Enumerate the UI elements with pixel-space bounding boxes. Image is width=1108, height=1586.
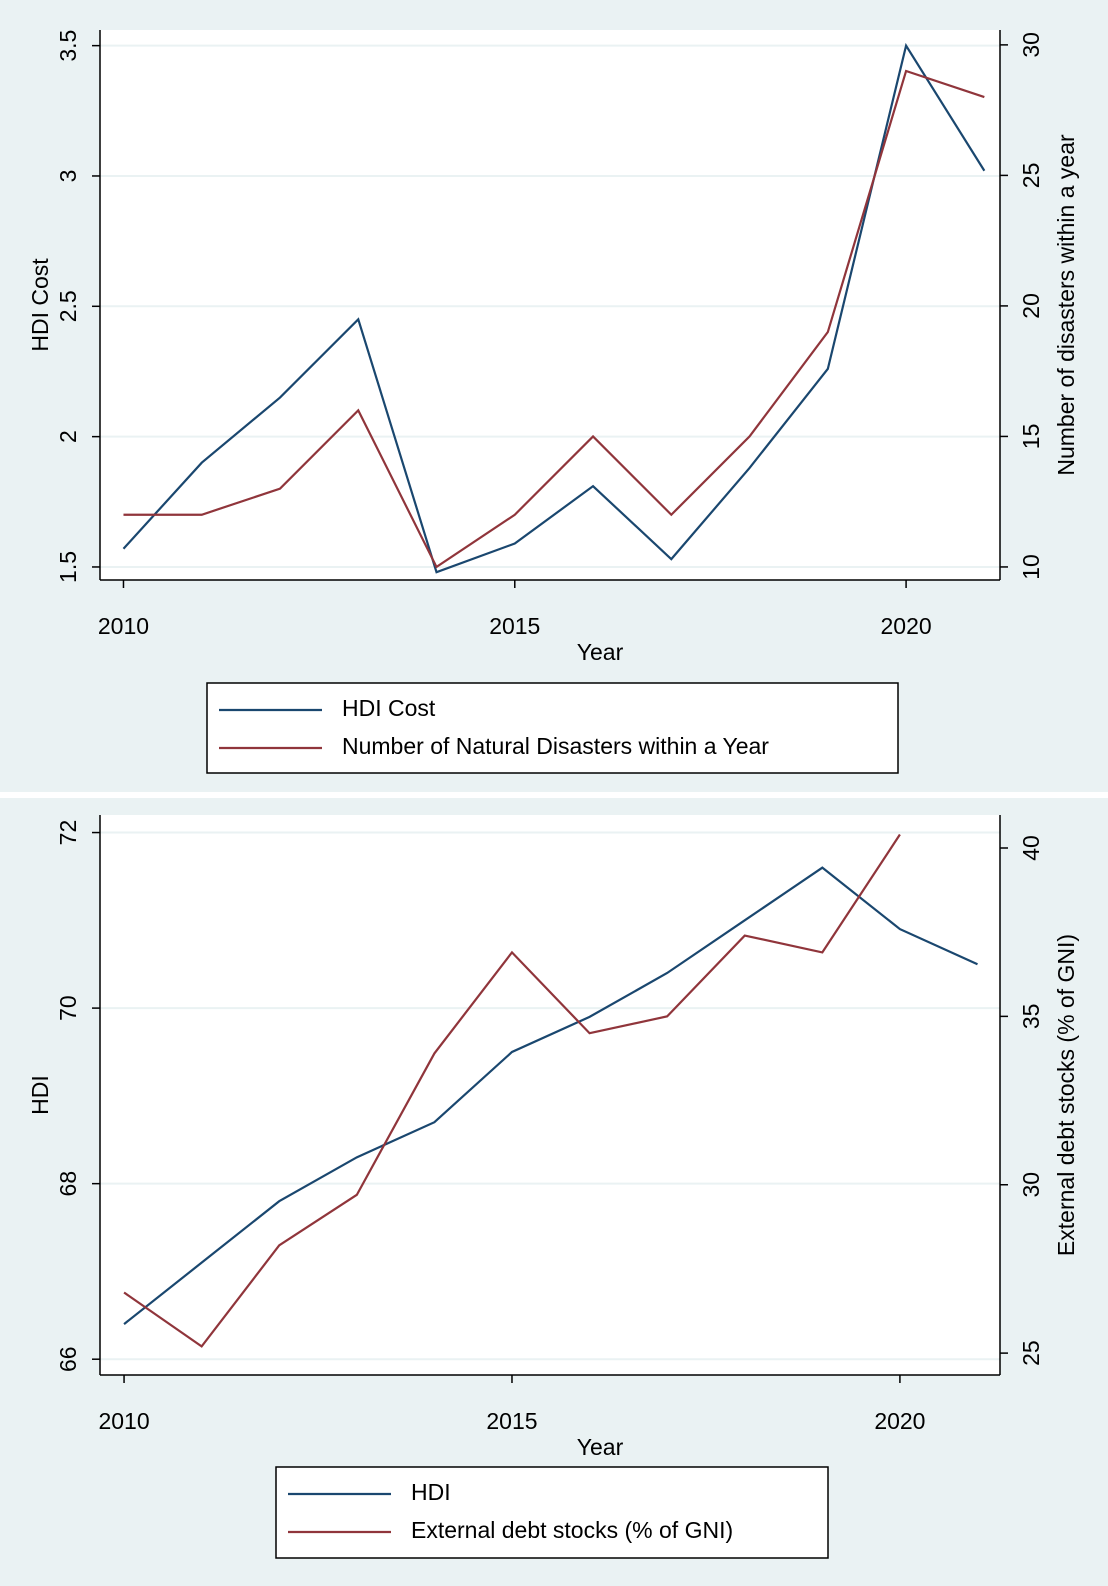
y2-tick-label: 40 bbox=[1018, 835, 1044, 861]
legend-label: Number of Natural Disasters within a Yea… bbox=[342, 733, 769, 759]
x-axis-title: Year bbox=[577, 1434, 624, 1460]
y-tick-label: 70 bbox=[55, 995, 81, 1021]
y2-tick-label: 20 bbox=[1018, 293, 1044, 319]
y-tick-label: 72 bbox=[55, 820, 81, 846]
x-tick-label: 2015 bbox=[486, 1408, 537, 1434]
legend-label: HDI bbox=[411, 1479, 451, 1505]
legend-label: External debt stocks (% of GNI) bbox=[411, 1517, 733, 1543]
x-tick-label: 2010 bbox=[98, 613, 149, 639]
y-tick-label: 1.5 bbox=[55, 551, 81, 583]
y-tick-label: 2 bbox=[55, 430, 81, 443]
plot-area bbox=[100, 815, 1000, 1375]
y2-tick-label: 15 bbox=[1018, 424, 1044, 450]
x-tick-label: 2020 bbox=[881, 613, 932, 639]
y2-tick-label: 10 bbox=[1018, 554, 1044, 580]
y-tick-label: 3.5 bbox=[55, 30, 81, 62]
y2-tick-label: 25 bbox=[1018, 1340, 1044, 1366]
series-line bbox=[123, 833, 901, 1348]
x-tick-label: 2020 bbox=[874, 1408, 925, 1434]
plot-area bbox=[100, 30, 1000, 580]
legend-label: HDI Cost bbox=[342, 695, 436, 721]
y-tick-label: 66 bbox=[55, 1346, 81, 1372]
y2-tick-label: 30 bbox=[1018, 1172, 1044, 1198]
y2-axis-title: Number of disasters within a year bbox=[1053, 134, 1079, 476]
y2-tick-label: 30 bbox=[1018, 32, 1044, 58]
series-line bbox=[122, 42, 986, 574]
legend-box bbox=[206, 682, 899, 774]
legend-box bbox=[275, 1466, 829, 1559]
series-line bbox=[123, 866, 978, 1325]
x-tick-label: 2010 bbox=[98, 1408, 149, 1434]
y-axis-title: HDI bbox=[27, 1075, 53, 1115]
y-tick-label: 68 bbox=[55, 1171, 81, 1197]
x-axis-title: Year bbox=[577, 639, 624, 665]
y-tick-label: 2.5 bbox=[55, 290, 81, 322]
y-axis-title: HDI Cost bbox=[27, 258, 53, 352]
y2-axis-title: External debt stocks (% of GNI) bbox=[1053, 934, 1079, 1256]
y2-tick-label: 25 bbox=[1018, 163, 1044, 189]
y2-tick-label: 35 bbox=[1018, 1004, 1044, 1030]
y-tick-label: 3 bbox=[55, 170, 81, 183]
series-line bbox=[123, 69, 985, 569]
x-tick-label: 2015 bbox=[489, 613, 540, 639]
